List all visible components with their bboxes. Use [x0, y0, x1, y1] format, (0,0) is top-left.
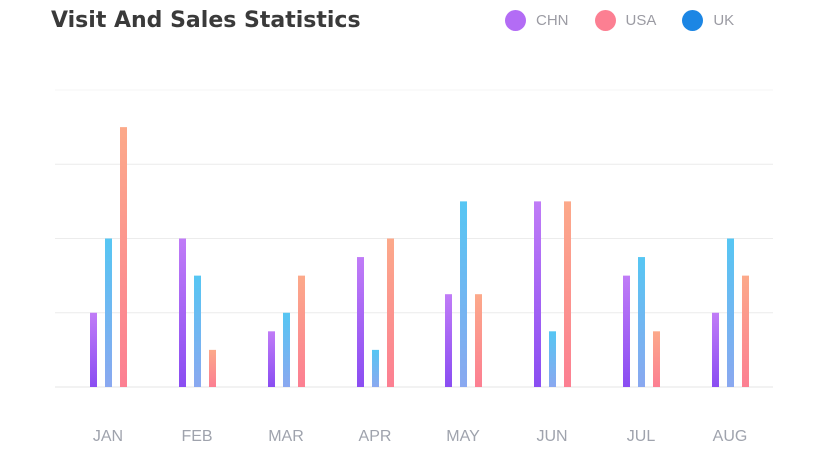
- bar-usa-apr[interactable]: [387, 238, 394, 388]
- bar-uk-jul[interactable]: [638, 257, 645, 387]
- x-tick-label: AUG: [713, 428, 748, 445]
- x-tick-label: FEB: [181, 428, 212, 445]
- bar-usa-jan[interactable]: [120, 127, 127, 387]
- x-tick-label: JUN: [536, 428, 567, 445]
- bar-usa-aug[interactable]: [742, 275, 749, 387]
- bar-uk-mar[interactable]: [283, 312, 290, 387]
- x-tick-label: JAN: [93, 428, 123, 445]
- legend-label-usa: USA: [625, 12, 657, 29]
- x-tick-label: MAR: [268, 428, 304, 445]
- bar-usa-mar[interactable]: [298, 275, 305, 387]
- bar-chn-mar[interactable]: [268, 331, 275, 387]
- chart-legend: CHN USA UK: [505, 10, 760, 31]
- bar-uk-apr[interactable]: [372, 349, 379, 387]
- bar-usa-jun[interactable]: [564, 201, 571, 387]
- legend-label-uk: UK: [713, 12, 735, 29]
- x-tick-label: MAY: [446, 428, 480, 445]
- bar-usa-jul[interactable]: [653, 331, 660, 387]
- legend-label-chn: CHN: [536, 12, 569, 29]
- bar-chn-jan[interactable]: [90, 312, 97, 387]
- bar-uk-feb[interactable]: [194, 275, 201, 387]
- bar-chn-aug[interactable]: [712, 312, 719, 387]
- bar-uk-may[interactable]: [460, 201, 467, 387]
- x-tick-label: APR: [359, 428, 392, 445]
- legend-item-chn[interactable]: CHN: [505, 10, 569, 31]
- bar-chn-may[interactable]: [445, 294, 452, 387]
- chart-title: Visit And Sales Statistics: [51, 8, 361, 33]
- bar-usa-feb[interactable]: [209, 349, 216, 387]
- legend-dot-usa: [594, 10, 616, 31]
- legend-item-usa[interactable]: USA: [594, 10, 657, 31]
- bar-chn-jun[interactable]: [534, 201, 541, 387]
- bar-chn-jul[interactable]: [623, 275, 630, 387]
- bar-chn-apr[interactable]: [357, 257, 364, 387]
- legend-dot-chn: [505, 10, 526, 31]
- legend-dot-uk: [682, 10, 704, 31]
- bar-usa-may[interactable]: [475, 294, 482, 387]
- bar-uk-aug[interactable]: [727, 238, 734, 388]
- bar-chn-feb[interactable]: [179, 238, 186, 388]
- bar-uk-jun[interactable]: [549, 331, 556, 387]
- legend-item-uk[interactable]: UK: [682, 10, 734, 31]
- x-tick-label: JUL: [627, 428, 656, 445]
- bar-uk-jan[interactable]: [105, 238, 112, 388]
